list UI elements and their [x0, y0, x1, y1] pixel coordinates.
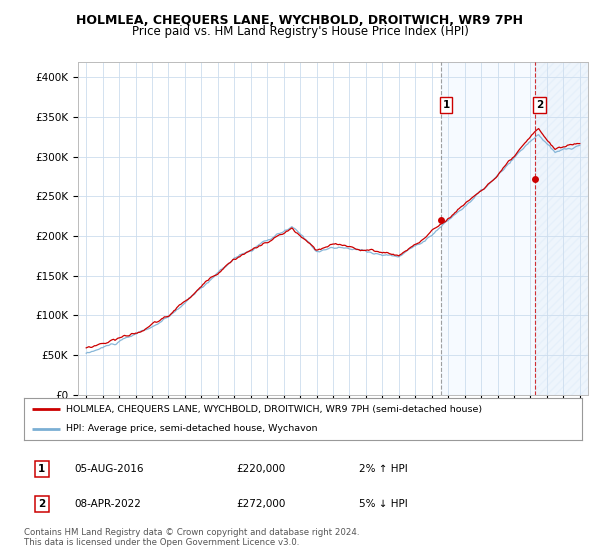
Text: 2: 2	[38, 499, 46, 509]
Bar	[441, 62, 535, 395]
Text: 05-AUG-2016: 05-AUG-2016	[74, 464, 144, 474]
Text: HOLMLEA, CHEQUERS LANE, WYCHBOLD, DROITWICH, WR9 7PH: HOLMLEA, CHEQUERS LANE, WYCHBOLD, DROITW…	[77, 14, 523, 27]
Text: 1: 1	[38, 464, 46, 474]
Bar	[535, 62, 588, 395]
Text: HOLMLEA, CHEQUERS LANE, WYCHBOLD, DROITWICH, WR9 7PH (semi-detached house): HOLMLEA, CHEQUERS LANE, WYCHBOLD, DROITW…	[66, 405, 482, 414]
Text: 2% ↑ HPI: 2% ↑ HPI	[359, 464, 407, 474]
Bar	[535, 62, 588, 395]
Text: HPI: Average price, semi-detached house, Wychavon: HPI: Average price, semi-detached house,…	[66, 424, 317, 433]
Text: Price paid vs. HM Land Registry's House Price Index (HPI): Price paid vs. HM Land Registry's House …	[131, 25, 469, 38]
Text: 5% ↓ HPI: 5% ↓ HPI	[359, 499, 407, 509]
Text: 2: 2	[536, 100, 543, 110]
Text: £272,000: £272,000	[236, 499, 286, 509]
Text: £220,000: £220,000	[236, 464, 285, 474]
Text: 08-APR-2022: 08-APR-2022	[74, 499, 141, 509]
Text: Contains HM Land Registry data © Crown copyright and database right 2024.
This d: Contains HM Land Registry data © Crown c…	[24, 528, 359, 547]
Text: 1: 1	[443, 100, 450, 110]
